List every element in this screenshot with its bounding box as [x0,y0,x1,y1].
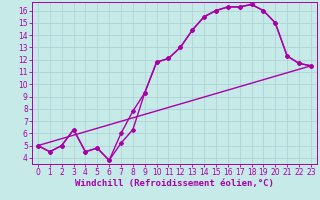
X-axis label: Windchill (Refroidissement éolien,°C): Windchill (Refroidissement éolien,°C) [75,179,274,188]
